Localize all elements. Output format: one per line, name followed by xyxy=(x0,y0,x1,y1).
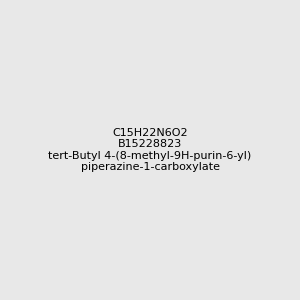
Text: C15H22N6O2
B15228823
tert-Butyl 4-(8-methyl-9H-purin-6-yl)
piperazine-1-carboxyl: C15H22N6O2 B15228823 tert-Butyl 4-(8-met… xyxy=(48,128,252,172)
